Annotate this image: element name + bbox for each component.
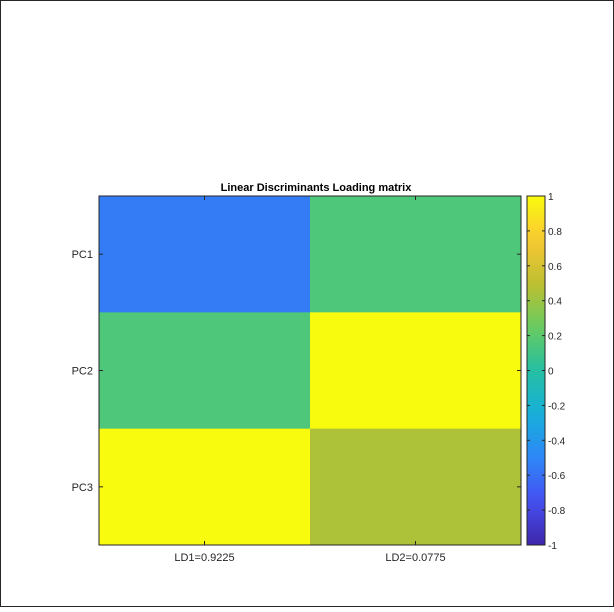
chart-title: Linear Discriminants Loading matrix	[221, 182, 413, 194]
heatmap-cells	[99, 196, 522, 546]
heatmap-cell	[99, 196, 311, 313]
colorbar-tick-label: -0.2	[548, 401, 566, 412]
colorbar-tick-label: 0.2	[548, 332, 562, 343]
heatmap-cell	[310, 312, 522, 430]
heatmap-cell	[310, 428, 522, 546]
colorbar-tick-label: -0.4	[548, 436, 566, 447]
x-tick-label: LD1=0.9225	[174, 552, 234, 564]
plot-axes	[98, 195, 522, 546]
colorbar-tick-label: 0	[548, 367, 554, 378]
colorbar-tick-label: 1	[548, 192, 554, 203]
colorbar-tick-label: 0.8	[548, 227, 562, 238]
heatmap-cell	[99, 312, 311, 430]
heatmap-cell	[99, 428, 311, 546]
x-tick-label: LD2=0.0775	[385, 552, 445, 564]
y-tick-label: PC1	[72, 249, 93, 261]
y-tick-label: PC3	[72, 482, 93, 494]
heatmap-cell	[310, 196, 522, 313]
colorbar-tick-label: -0.8	[548, 506, 566, 517]
colorbar-tick-label: -1	[548, 541, 557, 552]
colorbar: -1 -0.8 -0.6 -0.4 -0.2 0 0.2 0.4 0.6 0.8 1	[526, 192, 566, 552]
colorbar-tick-label: 0.4	[548, 297, 562, 308]
x-tick-labels: LD1=0.9225 LD2=0.0775	[174, 552, 445, 564]
y-tick-label: PC2	[72, 366, 93, 378]
colorbar-tick-label: 0.6	[548, 262, 562, 273]
colorbar-tick-label: -0.6	[548, 471, 566, 482]
y-tick-labels: PC1 PC2 PC3	[72, 249, 93, 494]
